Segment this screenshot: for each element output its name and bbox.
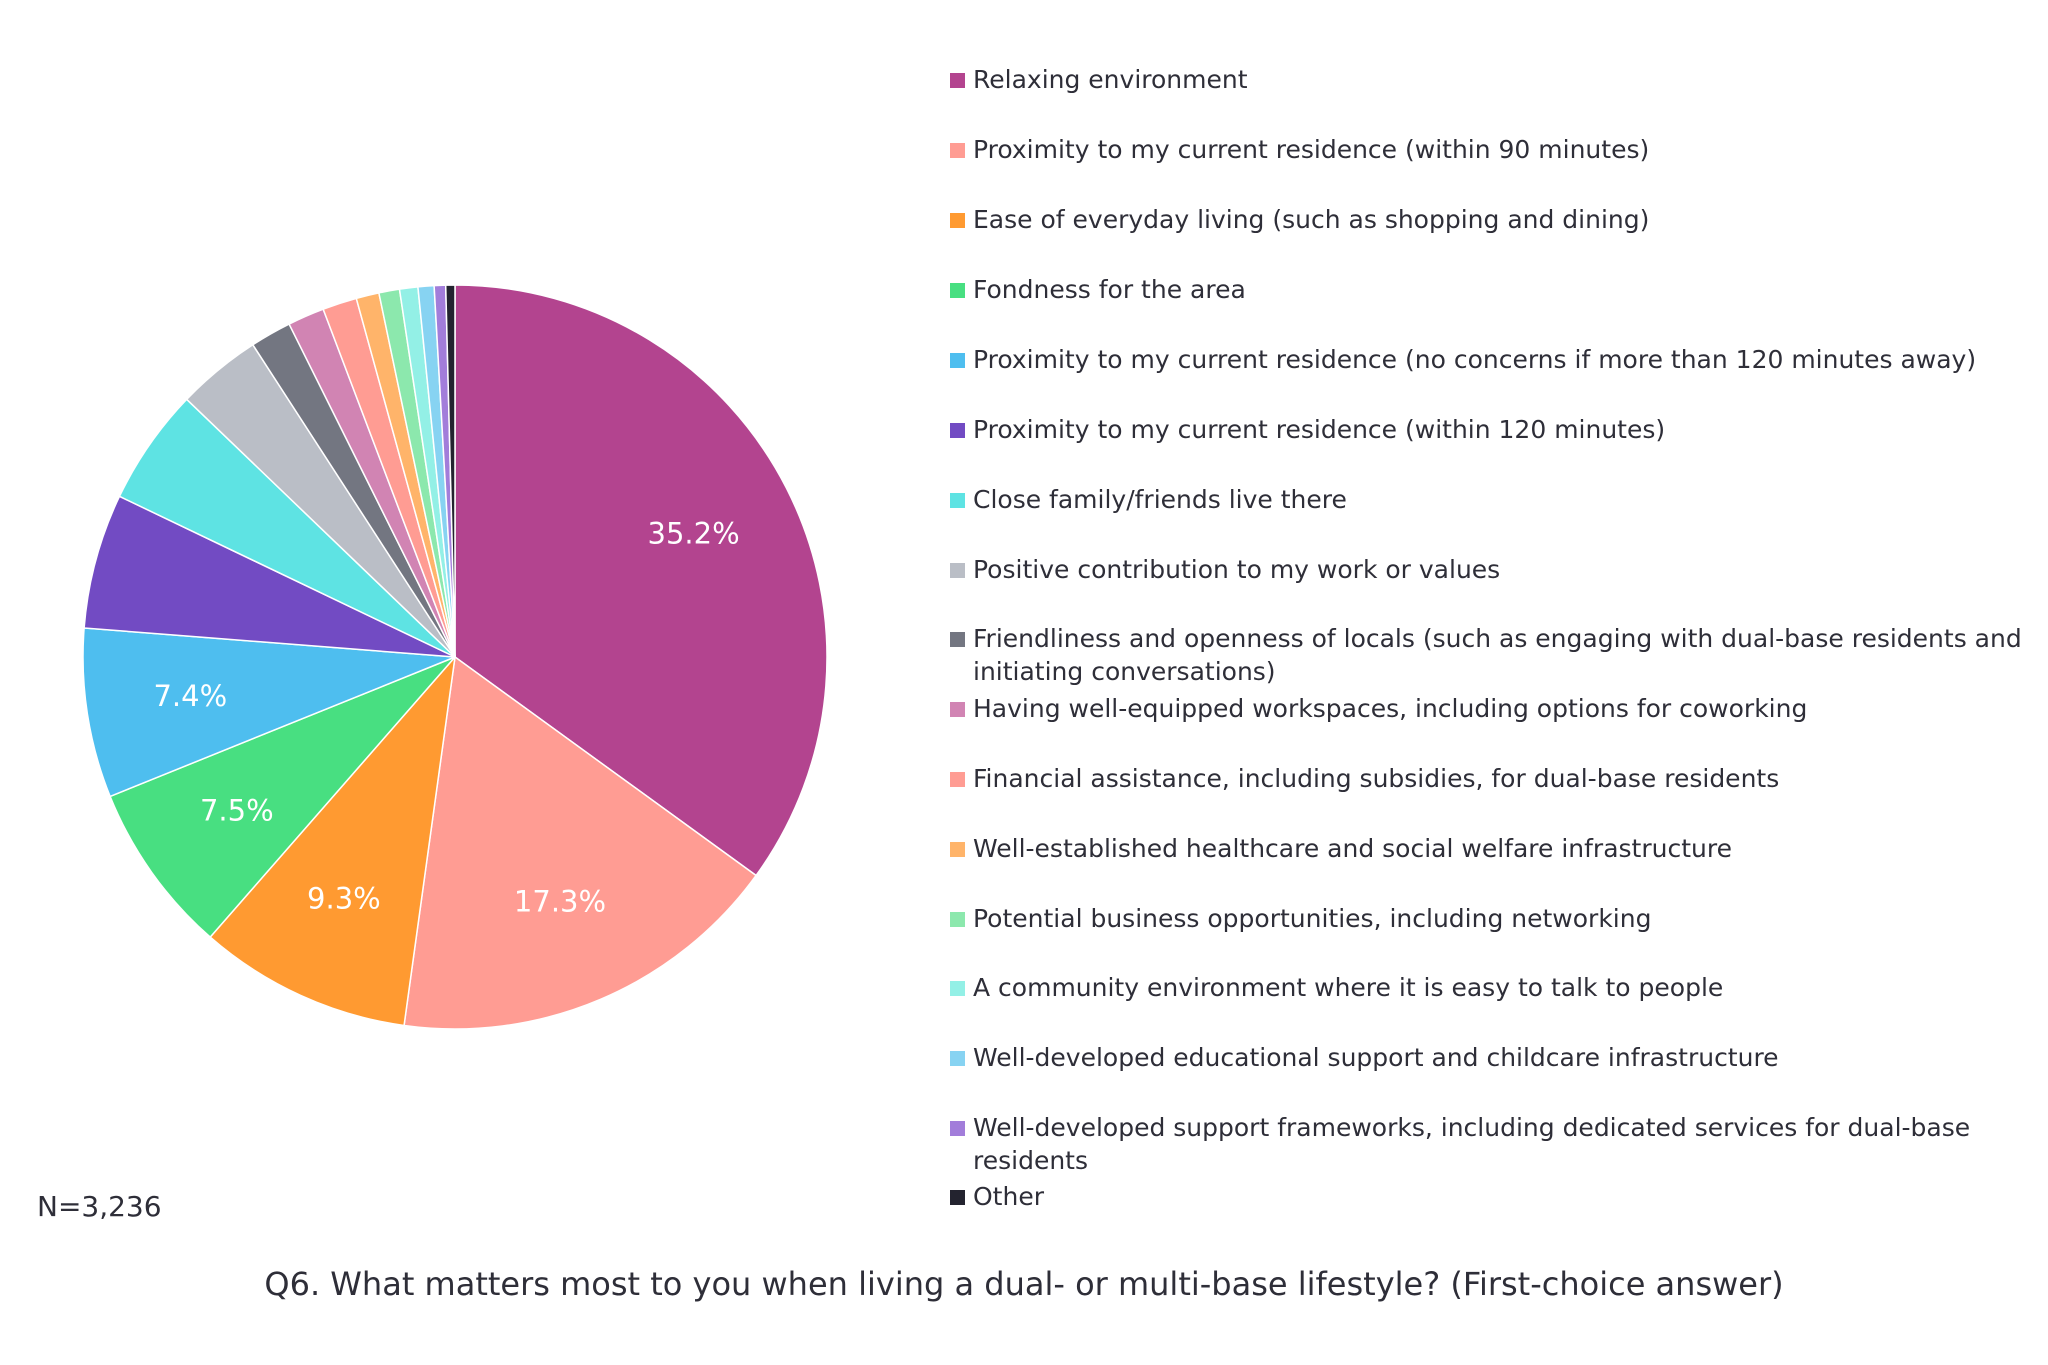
legend-swatch (950, 1051, 965, 1066)
legend-label: Financial assistance, including subsidie… (973, 764, 1780, 793)
chart-caption: Q6. What matters most to you when living… (264, 1265, 1784, 1303)
pie-svg: 35.2% 17.3% 9.3% 7.5% 7.4% (82, 284, 828, 1030)
slice-value-label-2: 9.3% (307, 882, 381, 916)
pie-slice-3 (109, 656, 456, 939)
legend-item-9: Having well-equipped workspaces, includi… (950, 692, 2030, 725)
legend-item-2: Ease of everyday living (such as shoppin… (950, 203, 2030, 236)
slice-value-label-0: 35.2% (648, 516, 740, 550)
slice-value-label-4: 7.4% (153, 679, 227, 713)
legend-label: Well-developed educational support and c… (973, 1043, 1779, 1072)
legend-item-14: Well-developed educational support and c… (950, 1041, 2030, 1074)
legend-swatch (950, 563, 965, 578)
legend-swatch (950, 283, 965, 298)
legend-item-13: A community environment where it is easy… (950, 971, 2030, 1004)
slice-value-label-3: 7.5% (200, 793, 274, 827)
legend-label: Proximity to my current residence (withi… (973, 415, 1666, 444)
legend-label: Having well-equipped workspaces, includi… (973, 694, 1808, 723)
legend-label: Proximity to my current residence (withi… (973, 135, 1650, 164)
legend-item-1: Proximity to my current residence (withi… (950, 133, 2030, 166)
legend-swatch (950, 423, 965, 438)
pie-slice-0 (454, 284, 828, 877)
legend-item-0: Relaxing environment (950, 63, 2030, 96)
pie-slice-2 (209, 654, 457, 1027)
pie-slice-1 (403, 655, 758, 1030)
legend-item-16: Other (950, 1180, 2030, 1213)
legend-label: A community environment where it is easy… (973, 973, 1724, 1002)
legend-item-11: Well-established healthcare and social w… (950, 832, 2030, 865)
pie-slice-16 (444, 284, 456, 658)
legend-item-7: Positive contribution to my work or valu… (950, 553, 2030, 586)
legend-swatch (950, 353, 965, 368)
legend-swatch (950, 213, 965, 228)
legend-swatch (950, 632, 965, 647)
legend-label: Ease of everyday living (such as shoppin… (973, 205, 1650, 234)
pie-slice-4 (82, 627, 456, 798)
legend-label: Close family/friends live there (973, 485, 1347, 514)
legend-item-3: Fondness for the area (950, 273, 2030, 306)
legend-label: Positive contribution to my work or valu… (973, 555, 1501, 584)
legend-label: Potential business opportunities, includ… (973, 904, 1652, 933)
sample-size-note: N=3,236 (37, 1190, 162, 1223)
legend-swatch (950, 143, 965, 158)
legend-item-5: Proximity to my current residence (withi… (950, 413, 2030, 446)
legend-item-10: Financial assistance, including subsidie… (950, 762, 2030, 795)
legend-item-4: Proximity to my current residence (no co… (950, 343, 2030, 376)
legend-item-15: Well-developed support frameworks, inclu… (950, 1111, 2030, 1177)
legend-swatch (950, 772, 965, 787)
legend-swatch (950, 981, 965, 996)
legend-label: Well-developed support frameworks, inclu… (973, 1113, 1971, 1175)
legend-swatch (950, 1121, 965, 1136)
legend-swatch (950, 842, 965, 857)
legend-item-8: Friendliness and openness of locals (suc… (950, 622, 2030, 688)
legend-label: Proximity to my current residence (no co… (973, 345, 1977, 374)
legend-label: Other (973, 1182, 1044, 1211)
legend-swatch (950, 73, 965, 88)
legend-swatch (950, 702, 965, 717)
legend-swatch (950, 912, 965, 927)
slice-value-label-1: 17.3% (514, 884, 606, 918)
legend-label: Friendliness and openness of locals (suc… (973, 624, 2022, 686)
legend-label: Relaxing environment (973, 65, 1248, 94)
legend-item-6: Close family/friends live there (950, 483, 2030, 516)
legend-swatch (950, 1190, 965, 1205)
legend-label: Fondness for the area (973, 275, 1246, 304)
legend-label: Well-established healthcare and social w… (973, 834, 1732, 863)
pie-slice-5 (83, 495, 456, 658)
legend-swatch (950, 493, 965, 508)
legend-item-12: Potential business opportunities, includ… (950, 902, 2030, 935)
